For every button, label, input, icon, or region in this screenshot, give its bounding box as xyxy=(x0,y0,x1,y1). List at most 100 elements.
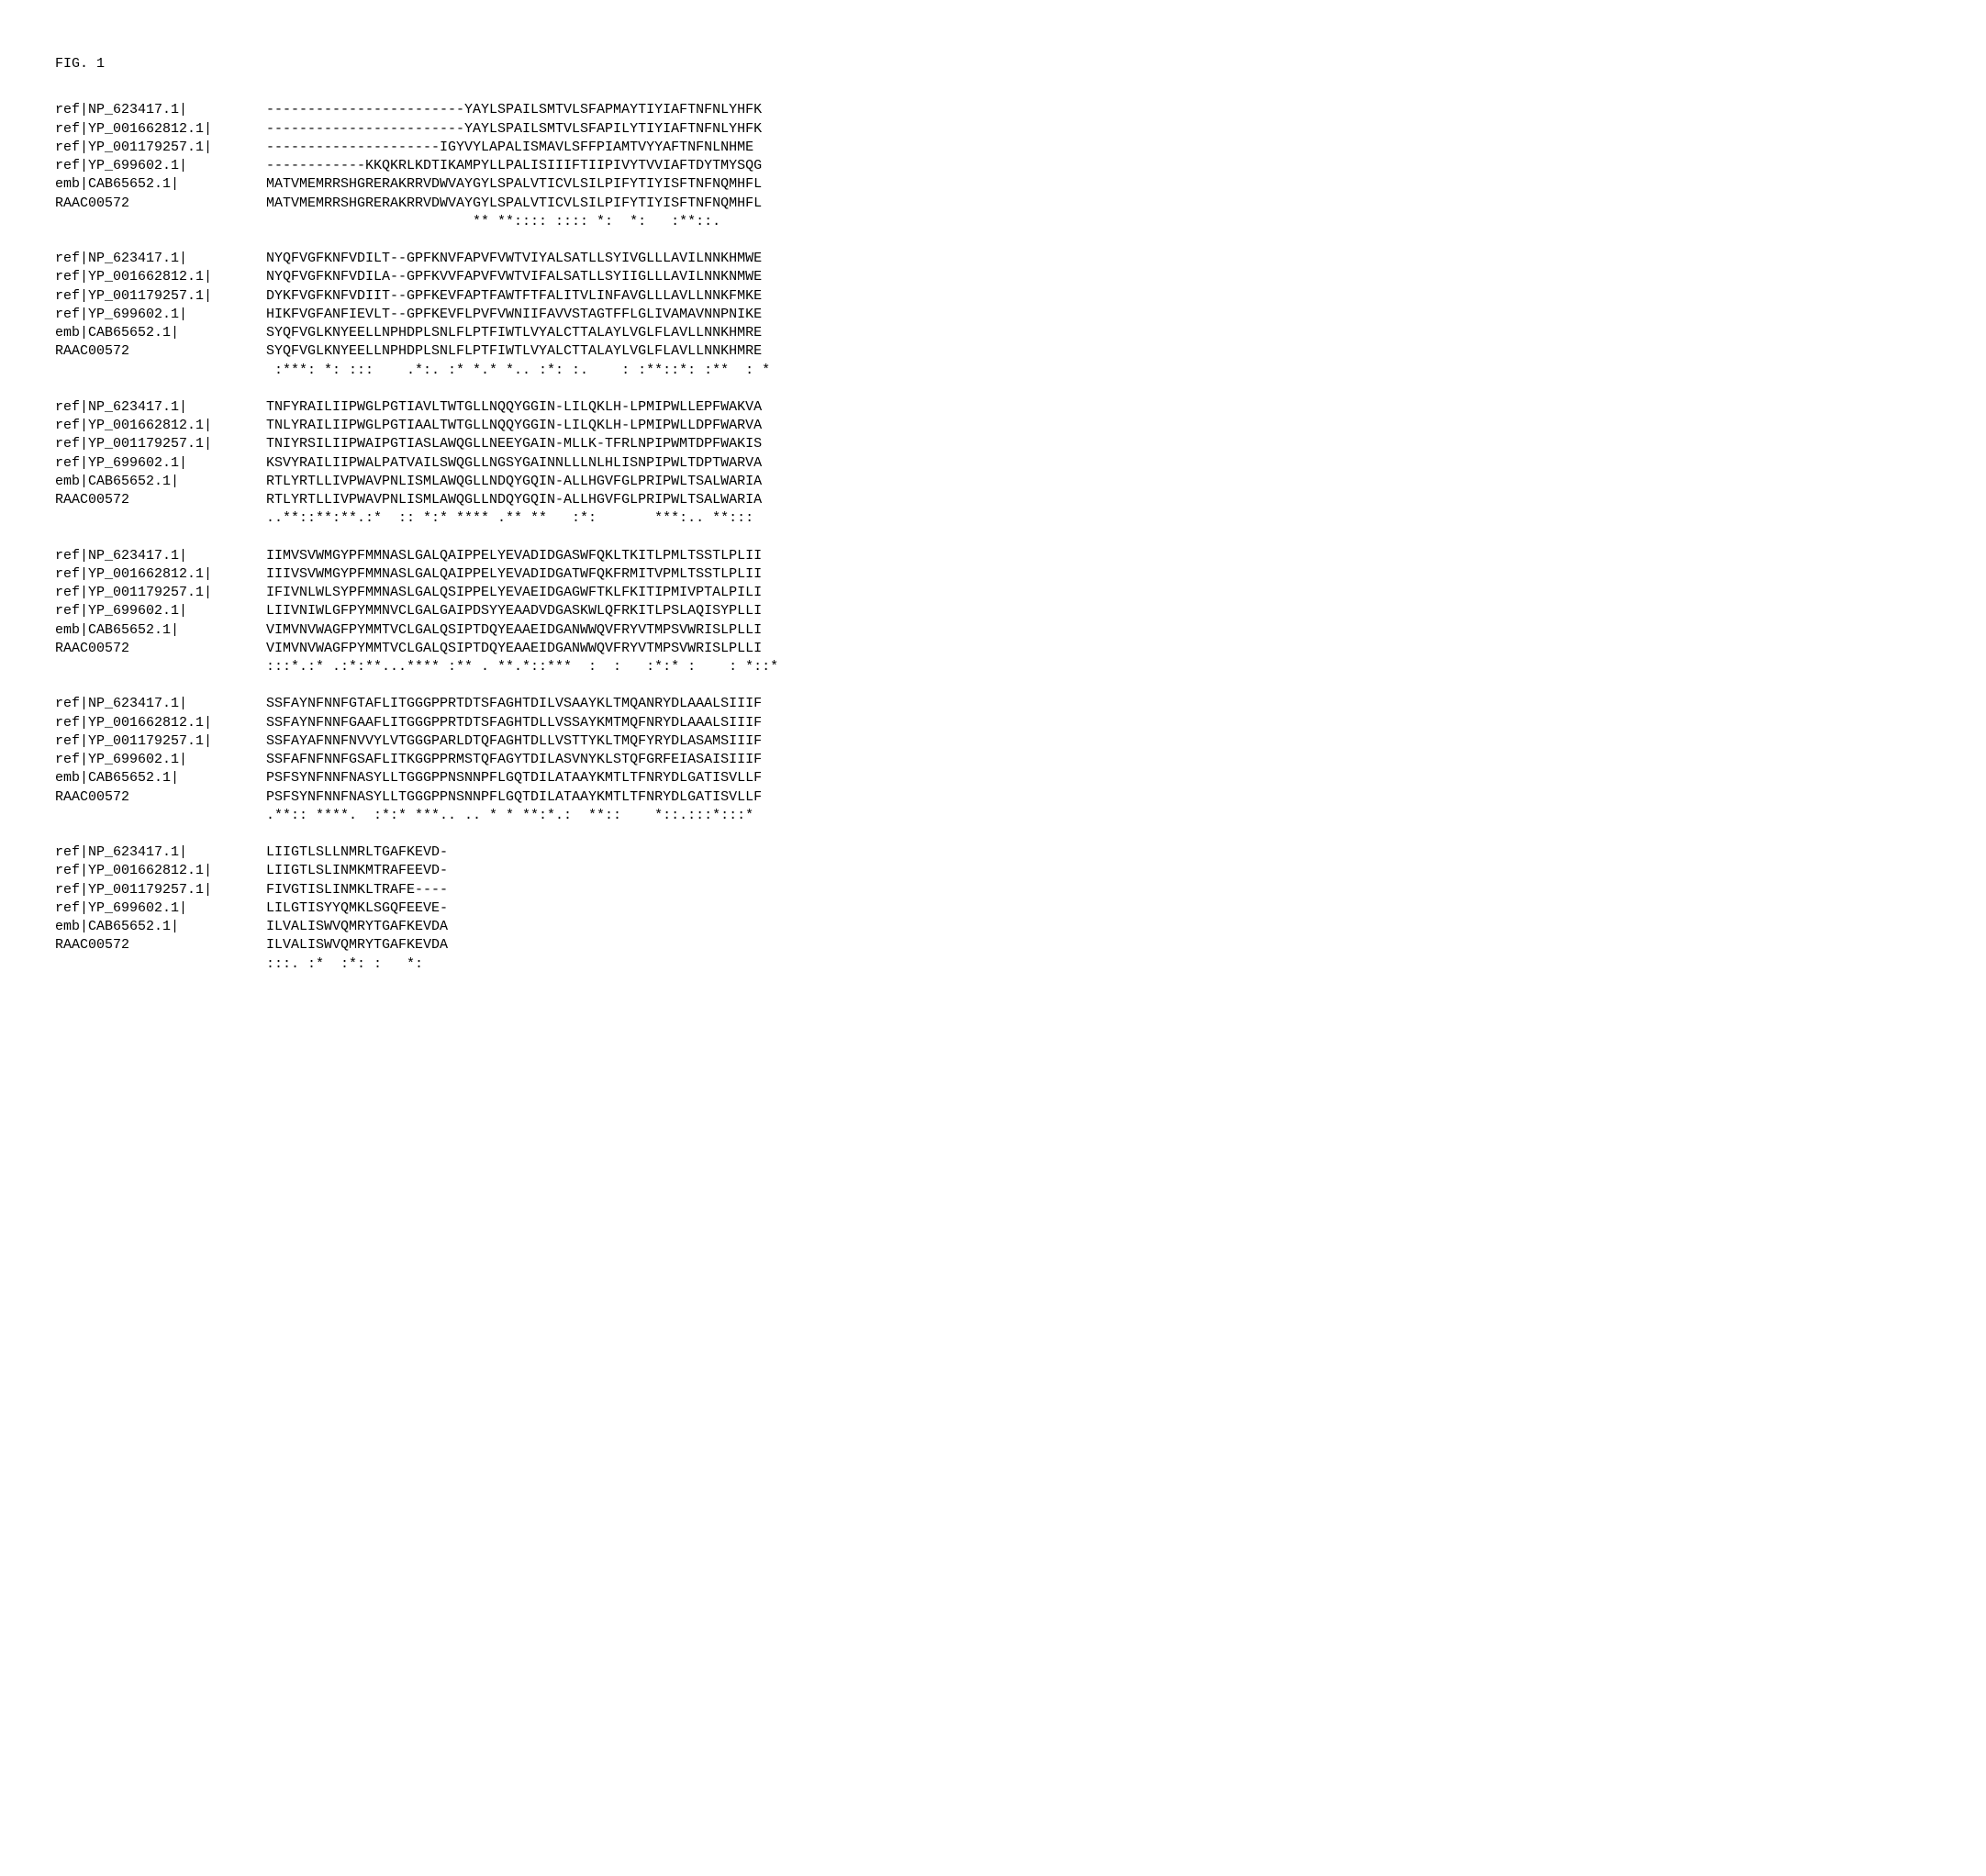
figure-title: FIG. 1 xyxy=(55,55,1931,73)
sequence-label: ref|YP_699602.1| xyxy=(55,602,266,620)
sequence-label: ref|YP_001662812.1| xyxy=(55,862,266,880)
consensus-spacer xyxy=(55,658,266,676)
consensus-row: ..**::**:**.:* :: *:* **** .** ** :*: **… xyxy=(55,509,1931,528)
sequence-text: ------------------------YAYLSPAILSMTVLSF… xyxy=(266,120,762,139)
sequence-text: IIIVSVWMGYPFMMNASLGALQAIPPELYEVADIDGATWF… xyxy=(266,565,762,584)
sequence-text: ------------KKQKRLKDTIKAMPYLLPALISIIIFTI… xyxy=(266,157,762,175)
sequence-text: SSFAYNFNNFGTAFLITGGGPPRTDTSFAGHTDILVSAAY… xyxy=(266,695,762,713)
sequence-row: ref|YP_001179257.1|SSFAYAFNNFNVVYLVTGGGP… xyxy=(55,732,1931,751)
sequence-row: ref|YP_699602.1|HIKFVGFANFIEVLT--GPFKEVF… xyxy=(55,306,1931,324)
consensus-spacer xyxy=(55,955,266,974)
sequence-text: PSFSYNFNNFNASYLLTGGGPPNSNNPFLGQTDILATAAY… xyxy=(266,788,762,807)
sequence-text: MATVMEMRRSHGRERAKRRVDWVAYGYLSPALVTICVLSI… xyxy=(266,175,762,194)
sequence-row: ref|YP_001662812.1|---------------------… xyxy=(55,120,1931,139)
sequence-text: ILVALISWVQMRYTGAFKEVDA xyxy=(266,936,448,955)
consensus-row: ** **:::: :::: *: *: :**::. xyxy=(55,213,1931,231)
sequence-row: ref|YP_001662812.1|IIIVSVWMGYPFMMNASLGAL… xyxy=(55,565,1931,584)
consensus-text: :::*.:* .:*:**...**** :** . **.*::*** : … xyxy=(266,658,778,676)
sequence-label: ref|YP_001179257.1| xyxy=(55,435,266,453)
sequence-label: RAAC00572 xyxy=(55,640,266,658)
sequence-row: RAAC00572MATVMEMRRSHGRERAKRRVDWVAYGYLSPA… xyxy=(55,195,1931,213)
sequence-label: RAAC00572 xyxy=(55,342,266,361)
sequence-label: ref|YP_699602.1| xyxy=(55,306,266,324)
sequence-label: RAAC00572 xyxy=(55,788,266,807)
consensus-text: .**:: ****. :*:* ***.. .. * * **:*.: **:… xyxy=(266,807,753,825)
consensus-text: :::. :* :*: : *: xyxy=(266,955,456,974)
sequence-row: ref|YP_001179257.1|TNIYRSILIIPWAIPGTIASL… xyxy=(55,435,1931,453)
sequence-label: emb|CAB65652.1| xyxy=(55,769,266,787)
sequence-row: emb|CAB65652.1|PSFSYNFNNFNASYLLTGGGPPNSN… xyxy=(55,769,1931,787)
sequence-text: ---------------------IGYVYLAPALISMAVLSFF… xyxy=(266,139,753,157)
sequence-label: emb|CAB65652.1| xyxy=(55,324,266,342)
sequence-label: ref|YP_001179257.1| xyxy=(55,139,266,157)
consensus-spacer xyxy=(55,362,266,380)
sequence-row: ref|YP_699602.1|LILGTISYYQMKLSGQFEEVE- xyxy=(55,899,1931,918)
sequence-label: ref|YP_001179257.1| xyxy=(55,584,266,602)
sequence-row: RAAC00572ILVALISWVQMRYTGAFKEVDA xyxy=(55,936,1931,955)
sequence-text: LIIVNIWLGFPYMMNVCLGALGAIPDSYYEAADVDGASKW… xyxy=(266,602,762,620)
sequence-text: NYQFVGFKNFVDILT--GPFKNVFAPVFVWTVIYALSATL… xyxy=(266,250,762,268)
sequence-label: ref|YP_001662812.1| xyxy=(55,565,266,584)
sequence-text: LIIGTLSLINMKMTRAFEEVD- xyxy=(266,862,448,880)
sequence-label: emb|CAB65652.1| xyxy=(55,473,266,491)
sequence-text: SSFAYAFNNFNVVYLVTGGGPARLDTQFAGHTDLLVSTTY… xyxy=(266,732,762,751)
consensus-spacer xyxy=(55,213,266,231)
sequence-text: TNFYRAILIIPWGLPGTIAVLTWTGLLNQQYGGIN-LILQ… xyxy=(266,398,762,417)
consensus-row: :***: *: ::: .*:. :* *.* *.. :*: :. : :*… xyxy=(55,362,1931,380)
alignment-block: ref|NP_623417.1|NYQFVGFKNFVDILT--GPFKNVF… xyxy=(55,250,1931,380)
sequence-text: FIVGTISLINMKLTRAFE---- xyxy=(266,881,448,899)
sequence-text: SYQFVGLKNYEELLNPHDPLSNLFLPTFIWTLVYALCTTA… xyxy=(266,342,762,361)
sequence-row: ref|NP_623417.1|IIMVSVWMGYPFMMNASLGALQAI… xyxy=(55,547,1931,565)
sequence-label: ref|YP_699602.1| xyxy=(55,751,266,769)
sequence-label: ref|YP_699602.1| xyxy=(55,157,266,175)
sequence-row: ref|NP_623417.1|TNFYRAILIIPWGLPGTIAVLTWT… xyxy=(55,398,1931,417)
alignment-block: ref|NP_623417.1|LIIGTLSLLNMRLTGAFKEVD-re… xyxy=(55,843,1931,974)
sequence-label: ref|YP_001662812.1| xyxy=(55,714,266,732)
consensus-text: ** **:::: :::: *: *: :**::. xyxy=(266,213,762,231)
sequence-text: DYKFVGFKNFVDIIT--GPFKEVFAPTFAWTFTFALITVL… xyxy=(266,287,762,306)
sequence-row: RAAC00572RTLYRTLLIVPWAVPNLISMLAWQGLLNDQY… xyxy=(55,491,1931,509)
sequence-text: ------------------------YAYLSPAILSMTVLSF… xyxy=(266,101,762,119)
sequence-label: ref|YP_001179257.1| xyxy=(55,287,266,306)
sequence-row: ref|YP_699602.1|KSVYRAILIIPWALPATVAILSWQ… xyxy=(55,454,1931,473)
sequence-text: TNIYRSILIIPWAIPGTIASLAWQGLLNEEYGAIN-MLLK… xyxy=(266,435,762,453)
sequence-text: PSFSYNFNNFNASYLLTGGGPPNSNNPFLGQTDILATAAY… xyxy=(266,769,762,787)
sequence-label: ref|NP_623417.1| xyxy=(55,843,266,862)
sequence-text: SSFAFNFNNFGSAFLITKGGPPRMSTQFAGYTDILASVNY… xyxy=(266,751,762,769)
sequence-label: ref|NP_623417.1| xyxy=(55,547,266,565)
sequence-row: ref|NP_623417.1|SSFAYNFNNFGTAFLITGGGPPRT… xyxy=(55,695,1931,713)
sequence-text: NYQFVGFKNFVDILA--GPFKVVFAPVFVWTVIFALSATL… xyxy=(266,268,762,286)
sequence-row: emb|CAB65652.1|MATVMEMRRSHGRERAKRRVDWVAY… xyxy=(55,175,1931,194)
sequence-row: ref|YP_001662812.1|SSFAYNFNNFGAAFLITGGGP… xyxy=(55,714,1931,732)
sequence-text: ILVALISWVQMRYTGAFKEVDA xyxy=(266,918,448,936)
sequence-row: ref|NP_623417.1|------------------------… xyxy=(55,101,1931,119)
sequence-text: VIMVNVWAGFPYMMTVCLGALQSIPTDQYEAAEIDGANWW… xyxy=(266,621,762,640)
sequence-text: MATVMEMRRSHGRERAKRRVDWVAYGYLSPALVTICVLSI… xyxy=(266,195,762,213)
sequence-row: emb|CAB65652.1|ILVALISWVQMRYTGAFKEVDA xyxy=(55,918,1931,936)
consensus-spacer xyxy=(55,807,266,825)
alignment-block: ref|NP_623417.1|------------------------… xyxy=(55,101,1931,231)
sequence-row: emb|CAB65652.1|VIMVNVWAGFPYMMTVCLGALQSIP… xyxy=(55,621,1931,640)
consensus-row: .**:: ****. :*:* ***.. .. * * **:*.: **:… xyxy=(55,807,1931,825)
consensus-text: ..**::**:**.:* :: *:* **** .** ** :*: **… xyxy=(266,509,753,528)
sequence-row: ref|NP_623417.1|LIIGTLSLLNMRLTGAFKEVD- xyxy=(55,843,1931,862)
sequence-row: ref|YP_001662812.1|NYQFVGFKNFVDILA--GPFK… xyxy=(55,268,1931,286)
sequence-label: ref|NP_623417.1| xyxy=(55,250,266,268)
sequence-row: ref|YP_699602.1|------------KKQKRLKDTIKA… xyxy=(55,157,1931,175)
sequence-row: RAAC00572SYQFVGLKNYEELLNPHDPLSNLFLPTFIWT… xyxy=(55,342,1931,361)
sequence-row: emb|CAB65652.1|RTLYRTLLIVPWAVPNLISMLAWQG… xyxy=(55,473,1931,491)
sequence-label: emb|CAB65652.1| xyxy=(55,918,266,936)
sequence-text: TNLYRAILIIPWGLPGTIAALTWTGLLNQQYGGIN-LILQ… xyxy=(266,417,762,435)
sequence-text: KSVYRAILIIPWALPATVAILSWQGLLNGSYGAINNLLLN… xyxy=(266,454,762,473)
sequence-row: ref|YP_699602.1|LIIVNIWLGFPYMMNVCLGALGAI… xyxy=(55,602,1931,620)
consensus-row: :::. :* :*: : *: xyxy=(55,955,1931,974)
sequence-label: RAAC00572 xyxy=(55,195,266,213)
sequence-text: VIMVNVWAGFPYMMTVCLGALQSIPTDQYEAAEIDGANWW… xyxy=(266,640,762,658)
sequence-text: LIIGTLSLLNMRLTGAFKEVD- xyxy=(266,843,448,862)
sequence-label: RAAC00572 xyxy=(55,491,266,509)
sequence-label: emb|CAB65652.1| xyxy=(55,621,266,640)
sequence-alignment: ref|NP_623417.1|------------------------… xyxy=(55,101,1931,974)
sequence-row: RAAC00572PSFSYNFNNFNASYLLTGGGPPNSNNPFLGQ… xyxy=(55,788,1931,807)
sequence-label: ref|NP_623417.1| xyxy=(55,101,266,119)
sequence-row: ref|YP_001179257.1|DYKFVGFKNFVDIIT--GPFK… xyxy=(55,287,1931,306)
